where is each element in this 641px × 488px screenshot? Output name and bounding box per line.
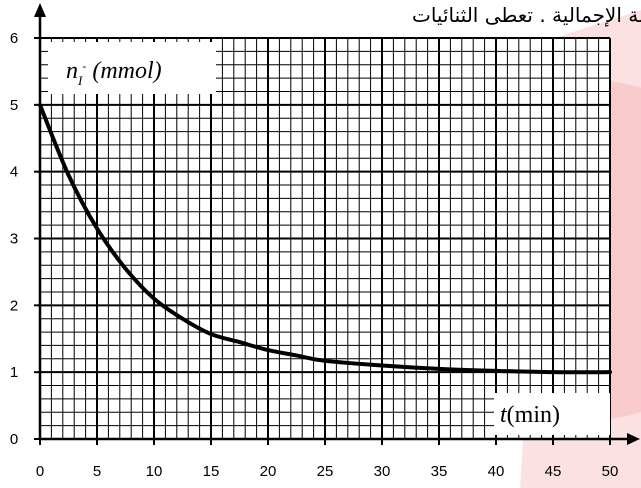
y-tick-label: 3 bbox=[10, 231, 18, 248]
y-tick-label: 4 bbox=[10, 164, 18, 181]
x-axis-title: t(min) bbox=[494, 393, 610, 435]
y-tick-label: 5 bbox=[10, 97, 18, 114]
x-tick-label: 25 bbox=[317, 463, 334, 480]
x-tick-label: 40 bbox=[488, 463, 505, 480]
x-axis-unit: (min) bbox=[507, 402, 560, 428]
x-tick-label: 20 bbox=[260, 463, 277, 480]
y-tick-label: 2 bbox=[10, 297, 18, 314]
y-axis-arrow bbox=[34, 3, 46, 17]
x-tick-label: 45 bbox=[545, 463, 562, 480]
y-axis-var: n bbox=[66, 58, 78, 84]
x-tick-label: 30 bbox=[374, 463, 391, 480]
y-axis-unit: (mmol) bbox=[92, 58, 161, 84]
x-tick-label: 50 bbox=[602, 463, 619, 480]
header-text: عادلة الإجمالية . تعطى الثنائيات bbox=[412, 3, 641, 27]
x-tick-label: 35 bbox=[431, 463, 448, 480]
y-axis-sup: - bbox=[82, 59, 86, 73]
y-tick-label: 0 bbox=[10, 431, 18, 448]
x-tick-label: 15 bbox=[203, 463, 220, 480]
y-tick-label: 1 bbox=[10, 364, 18, 381]
y-tick-label: 6 bbox=[10, 30, 18, 47]
x-tick-label: 5 bbox=[93, 463, 101, 480]
y-axis-sub: I bbox=[77, 73, 83, 88]
y-axis-title: nI- (mmol) bbox=[48, 42, 216, 94]
x-tick-label: 10 bbox=[146, 463, 163, 480]
x-tick-label: 0 bbox=[36, 463, 44, 480]
svg-text:t(min): t(min) bbox=[500, 402, 560, 428]
